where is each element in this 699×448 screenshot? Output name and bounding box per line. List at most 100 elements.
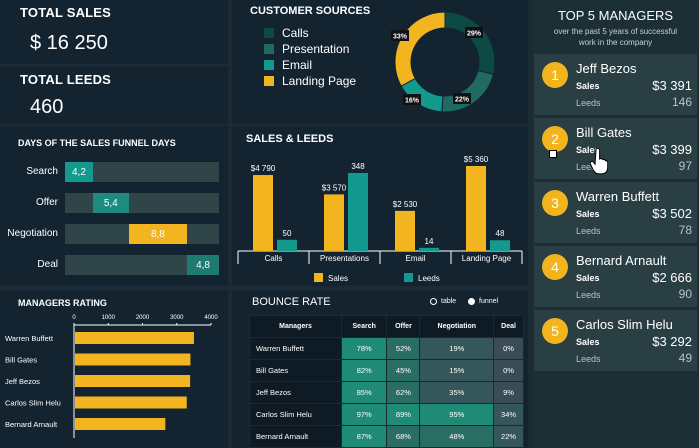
rate-cell: 19%: [419, 337, 495, 360]
rating-bar: [75, 418, 166, 430]
legend-label: Landing Page: [282, 74, 357, 88]
sales-value: $3 502: [652, 206, 692, 221]
manager-name-cell: Carlos Slim Helu: [249, 403, 342, 426]
total-leeds-panel: TOTAL LEEDS 460: [0, 66, 228, 124]
leeds-value: 90: [678, 287, 692, 301]
rate-cell: 0%: [493, 359, 524, 382]
manager-card[interactable]: 3 Warren Buffett Sales $3 502 Leeds 78: [534, 182, 697, 243]
radio-funnel-dot[interactable]: [468, 298, 475, 305]
rank-badge: 3: [542, 190, 568, 216]
header-managers: Managers: [249, 315, 342, 338]
managers-rating-title: MANAGERS RATING: [18, 298, 107, 308]
manager-name-cell: Jeff Bezos: [249, 381, 342, 404]
customer-sources-panel: CUSTOMER SOURCES Calls Presentation Emai…: [232, 0, 528, 124]
legend-label: Calls: [282, 26, 309, 40]
leeds-label: Leeds: [576, 98, 601, 108]
subtitle-line: work in the company: [578, 38, 653, 47]
total-leeds-value: 460: [30, 96, 64, 118]
bar-label-sales: $3 570: [322, 183, 347, 192]
donut-label-bg: [391, 30, 409, 41]
y-tick-label: Carlos Slim Helu: [5, 399, 61, 408]
bar-label-sales: $4 790: [251, 164, 276, 173]
x-tick-label: Calls: [265, 254, 283, 263]
sales-funnel-title: DAYS OF THE SALES FUNNEL DAYS: [18, 138, 176, 148]
funnel-bar: 5,4: [92, 193, 129, 213]
bar-label-sales: $2 530: [393, 200, 418, 209]
subtitle-line: over the past 5 years of successful: [553, 27, 678, 36]
manager-name: Bernard Arnault: [576, 253, 667, 268]
sales-label: Sales: [576, 337, 600, 347]
funnel-track: 4,2: [65, 162, 219, 182]
header-offer: Offer: [386, 315, 421, 338]
legend-swatch-leeds: [404, 273, 413, 282]
funnel-bar: 8,8: [128, 224, 188, 244]
rank-badge: 4: [542, 254, 568, 280]
rate-cell: 52%: [386, 337, 421, 360]
rate-cell: 87%: [340, 425, 388, 448]
funnel-track: 4,8: [65, 255, 219, 275]
table-row: Bernard Arnault 87% 68% 48% 22%: [249, 425, 524, 448]
customer-sources-title: CUSTOMER SOURCES: [250, 5, 371, 17]
y-tick-label: Jeff Bezos: [5, 377, 40, 386]
rank-badge: 1: [542, 62, 568, 88]
rate-cell: 0%: [493, 337, 524, 360]
sales-leeds-title: SALES & LEEDS: [246, 133, 334, 145]
table-row: Jeff Bezos 85% 62% 35% 9%: [249, 381, 524, 404]
x-tick-label: 4000: [204, 315, 218, 321]
leeds-value: 146: [671, 95, 692, 109]
bar-sales: [466, 166, 486, 251]
bar-label-leeds: 348: [351, 162, 365, 171]
manager-card[interactable]: 1 Jeff Bezos Sales $3 391 Leeds 146: [534, 54, 697, 115]
x-tick-label: 3000: [170, 315, 184, 321]
sales-value: $3 399: [652, 142, 692, 157]
manager-name-cell: Bill Gates: [249, 359, 342, 382]
rate-cell: 68%: [386, 425, 421, 448]
leeds-label: Leeds: [576, 354, 601, 364]
leeds-value: 97: [678, 159, 692, 173]
leeds-label: Leeds: [576, 290, 601, 300]
checkbox-icon[interactable]: [549, 150, 557, 158]
rate-cell: 62%: [386, 381, 421, 404]
rate-cell: 95%: [419, 403, 495, 426]
header-negotiation: Negotiation: [419, 315, 495, 338]
top-managers-panel: TOP 5 MANAGERS over the past 5 years of …: [532, 0, 699, 448]
rate-cell: 78%: [340, 337, 388, 360]
funnel-label: Offer: [35, 197, 58, 208]
funnel-label: Deal: [37, 259, 58, 270]
bounce-rate-title: BOUNCE RATE: [252, 296, 331, 308]
table-header-row: Managers Search Offer Negotiation Deal: [249, 315, 524, 338]
manager-name: Jeff Bezos: [576, 61, 637, 76]
donut-slice-presentation: [441, 69, 495, 113]
manager-card[interactable]: 4 Bernard Arnault Sales $2 666 Leeds 90: [534, 246, 697, 307]
rate-cell: 89%: [386, 403, 421, 426]
rank-badge: 5: [542, 318, 568, 344]
table-row: Carlos Slim Helu 97% 89% 95% 34%: [249, 403, 524, 426]
customer-sources-donut: 33% 29% 22% 16%: [391, 11, 496, 113]
legend-landing-page: Landing Page: [264, 74, 356, 88]
legend-label: Email: [282, 58, 313, 72]
legend-swatch: [264, 44, 274, 54]
rate-cell: 97%: [340, 403, 388, 426]
bar-label-sales: $5 360: [464, 155, 489, 164]
legend-label-sales: Sales: [328, 274, 348, 283]
legend-swatch-sales: [314, 273, 323, 282]
manager-card[interactable]: 5 Carlos Slim Helu Sales $3 292 Leeds 49: [534, 310, 697, 371]
donut-label-email: 16%: [405, 98, 420, 105]
radio-table[interactable]: table: [430, 298, 456, 305]
leeds-value: 49: [678, 351, 692, 365]
x-tick-label: Landing Page: [462, 254, 512, 263]
x-tick-label: 2000: [136, 315, 150, 321]
rank-badge: 2: [542, 126, 568, 152]
manager-card[interactable]: 2 Bill Gates Sales $3 399 Leeds 97: [534, 118, 697, 179]
sales-leeds-chart: $4 790 50 Calls $3 570 348 Presentations $2 53…: [237, 155, 523, 283]
radio-table-dot[interactable]: [430, 298, 437, 305]
sales-value: $3 292: [652, 334, 692, 349]
x-tick-label: Email: [405, 254, 425, 263]
radio-funnel[interactable]: funnel: [468, 298, 498, 305]
bar-label-leeds: 14: [425, 237, 434, 246]
manager-name: Bill Gates: [576, 125, 632, 140]
funnel-track: 8,8: [65, 224, 219, 244]
legend-label-leeds: Leeds: [418, 274, 440, 283]
funnel-label: Negotiation: [7, 228, 58, 239]
bar-sales: [253, 175, 273, 251]
